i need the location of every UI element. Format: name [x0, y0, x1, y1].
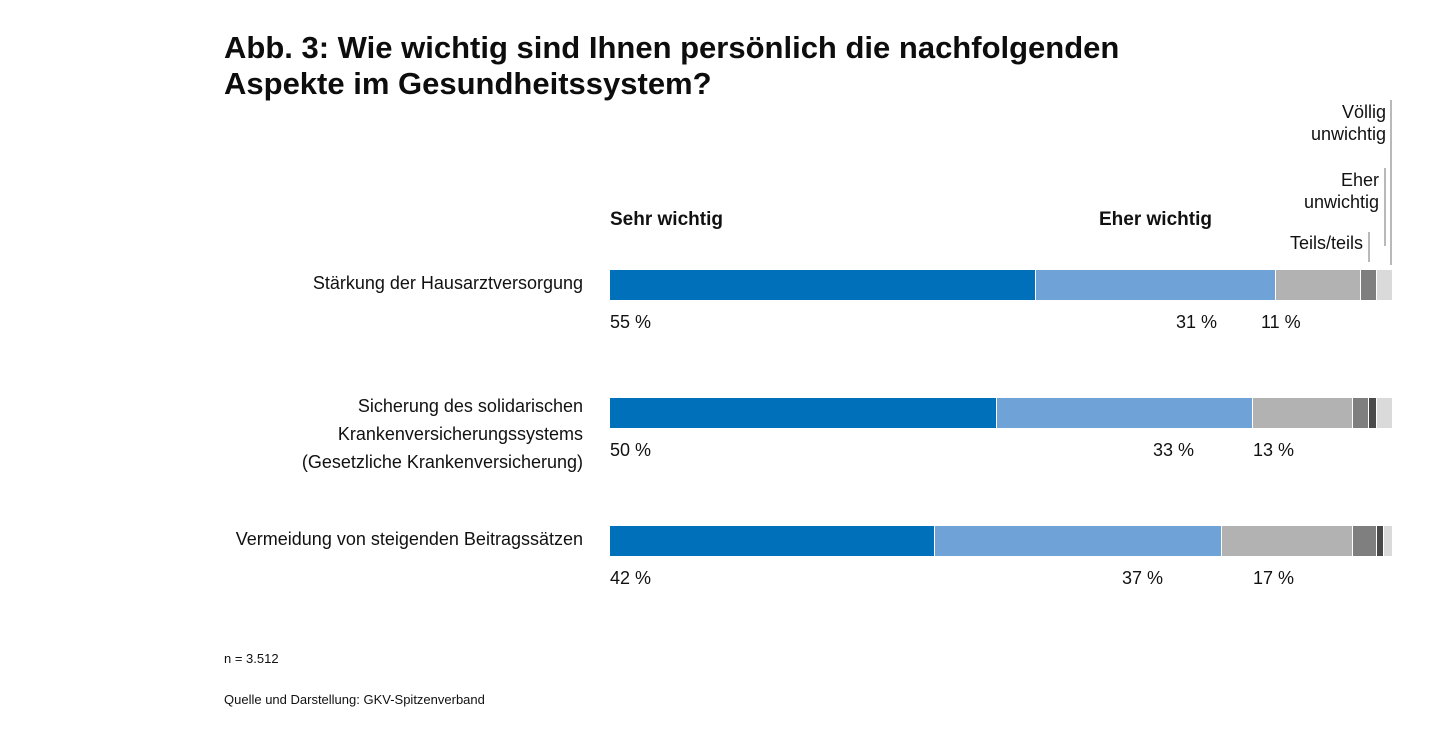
bar-segment-voellig-unwichtig — [1377, 526, 1384, 556]
column-header-sehr-wichtig: Sehr wichtig — [610, 209, 723, 230]
data-label-eher-wichtig: 31 % — [1176, 312, 1218, 332]
row-label-line: Sicherung des solidarischen — [357, 396, 583, 416]
legend-label-voellig-unwichtig-line-1: Völlig — [1341, 102, 1386, 122]
legend-label-eher-unwichtig: Eher unwichtig — [1304, 169, 1379, 213]
chart-title: Abb. 3: Wie wichtig sind Ihnen persönlic… — [224, 30, 1184, 102]
legend-label-teils-teils: Teils/teils — [1289, 233, 1363, 253]
row-label: Stärkung der Hausarztversorgung — [183, 269, 583, 297]
bar-segment-rest — [1377, 270, 1392, 300]
data-label-eher-wichtig: 37 % — [1122, 568, 1164, 588]
stacked-bar — [610, 526, 1392, 556]
bar-segment-sehr-wichtig — [610, 526, 935, 556]
data-label-sehr-wichtig: 55 % — [610, 312, 652, 332]
row-label-line: Krankenversicherungssystems — [337, 424, 583, 444]
sample-size-note: n = 3.512 — [224, 651, 279, 666]
row-label: Sicherung des solidarischen Krankenversic… — [183, 392, 583, 476]
bar-segment-eher-wichtig — [1036, 270, 1276, 300]
leader-line-voellig-unwichtig — [1390, 100, 1392, 265]
bar-segment-voellig-unwichtig — [1369, 398, 1377, 428]
row-label: Vermeidung von steigenden Beitragssätzen — [183, 525, 583, 553]
legend-label-eher-unwichtig-line-2: unwichtig — [1303, 192, 1379, 212]
bar-segment-teils-teils — [1222, 526, 1353, 556]
bar-segment-teils-teils — [1276, 270, 1361, 300]
bar-segment-teils-teils — [1253, 398, 1353, 428]
bar-segment-rest — [1384, 526, 1392, 556]
data-label-sehr-wichtig: 42 % — [610, 568, 652, 588]
leader-line-eher-unwichtig — [1384, 168, 1386, 246]
data-label-sehr-wichtig: 50 % — [610, 440, 652, 460]
bar-segment-eher-unwichtig — [1353, 526, 1377, 556]
data-label-teils-teils: 17 % — [1253, 568, 1295, 588]
legend-label-voellig-unwichtig-line-2: unwichtig — [1310, 124, 1386, 144]
bar-segment-rest — [1377, 398, 1392, 428]
bar-segment-eher-unwichtig — [1353, 398, 1369, 428]
row-label-line: (Gesetzliche Krankenversicherung) — [301, 452, 583, 472]
legend-label-eher-unwichtig-line-1: Eher — [1340, 170, 1379, 190]
column-header-eher-wichtig: Eher wichtig — [1099, 209, 1212, 230]
stacked-bar — [610, 270, 1392, 300]
bar-segment-sehr-wichtig — [610, 270, 1036, 300]
row-label-line: Vermeidung von steigenden Beitragssätzen — [235, 529, 583, 549]
stacked-bar — [610, 398, 1392, 428]
legend-label-voellig-unwichtig: Völlig unwichtig — [1311, 101, 1386, 145]
data-label-teils-teils: 13 % — [1253, 440, 1295, 460]
bar-segment-eher-wichtig — [997, 398, 1253, 428]
data-label-eher-wichtig: 33 % — [1153, 440, 1195, 460]
leader-line-teils-teils — [1368, 232, 1370, 262]
bar-segment-eher-unwichtig — [1361, 270, 1377, 300]
chart-title-line-2: Aspekte im Gesundheitssystem? — [224, 66, 712, 101]
bar-segment-eher-wichtig — [935, 526, 1222, 556]
chart-title-line-1: Abb. 3: Wie wichtig sind Ihnen persönlic… — [224, 30, 1120, 65]
source-note: Quelle und Darstellung: GKV-Spitzenverba… — [224, 692, 485, 707]
row-label-line: Stärkung der Hausarztversorgung — [312, 273, 583, 293]
data-label-teils-teils: 11 % — [1261, 312, 1301, 332]
bar-segment-sehr-wichtig — [610, 398, 997, 428]
